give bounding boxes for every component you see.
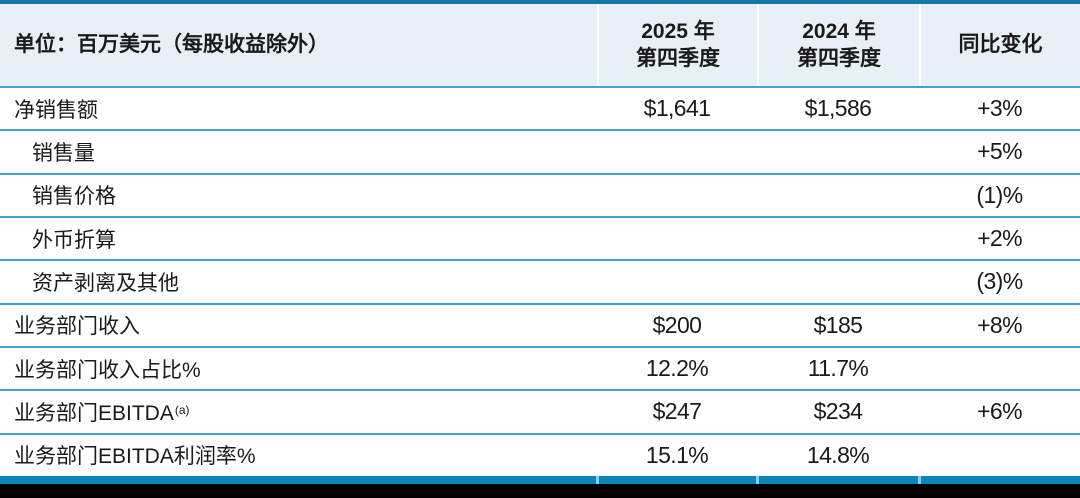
bottom-bar-divider bbox=[596, 476, 599, 484]
cell-q4-2025: 12.2% bbox=[645, 355, 709, 382]
cell-q4-2024 bbox=[757, 261, 919, 302]
table-row: 业务部门收入占比% 12.2% 11.7% bbox=[0, 348, 1080, 392]
cell-yoy-change: +3% bbox=[977, 95, 1022, 122]
cell-q4-2025: 15.1% bbox=[645, 441, 709, 468]
table-row: 业务部门EBITDA利润率% 15.1% 14.8% bbox=[0, 435, 1080, 476]
cell-q4-2024 bbox=[757, 175, 919, 216]
cell-yoy-change: +2% bbox=[977, 225, 1022, 252]
cell-q4-2025 bbox=[597, 218, 757, 259]
cell-yoy-change: +8% bbox=[977, 311, 1022, 338]
cell-q4-2024: $234 bbox=[813, 398, 863, 425]
row-label: 业务部门EBITDA利润率% bbox=[14, 445, 256, 469]
row-label: 销售价格 bbox=[32, 185, 116, 209]
row-label: 资产剥离及其他 bbox=[32, 271, 179, 295]
table-row: 外币折算 +2% bbox=[0, 218, 1080, 262]
cell-yoy-change bbox=[919, 348, 1080, 389]
column-header-q4-2025: 2025 年 第四季度 bbox=[597, 4, 757, 86]
column-header-yoy-change: 同比变化 bbox=[919, 4, 1080, 86]
cell-q4-2025: $1,641 bbox=[643, 95, 711, 122]
cell-q4-2024: $1,586 bbox=[804, 95, 872, 122]
cell-q4-2025 bbox=[597, 131, 757, 172]
cell-yoy-change bbox=[919, 435, 1080, 476]
footnote-marker: (a) bbox=[174, 402, 190, 417]
row-label: 净销售额 bbox=[14, 98, 98, 122]
table-header-row: 单位：百万美元（每股收益除外） 2025 年 第四季度 2024 年 第四季度 … bbox=[0, 4, 1080, 88]
cell-yoy-change: +6% bbox=[977, 398, 1022, 425]
cell-q4-2025: $247 bbox=[652, 398, 702, 425]
cell-yoy-change: (3)% bbox=[976, 268, 1023, 295]
row-label: 业务部门收入占比% bbox=[14, 358, 201, 382]
row-label: 业务部门EBITDA (a) bbox=[14, 401, 190, 425]
cell-q4-2025 bbox=[597, 175, 757, 216]
row-label: 业务部门收入 bbox=[14, 315, 140, 339]
table-top-border bbox=[0, 0, 1080, 4]
table-bottom-bar bbox=[0, 476, 1080, 484]
row-label: 外币折算 bbox=[32, 228, 116, 252]
cell-q4-2024: $185 bbox=[813, 311, 863, 338]
table-row: 资产剥离及其他 (3)% bbox=[0, 261, 1080, 305]
column-header-line: 第四季度 bbox=[636, 47, 720, 70]
column-header-line: 2025 年 bbox=[641, 19, 715, 43]
bottom-bar-divider bbox=[918, 476, 921, 484]
footer-black-strip bbox=[0, 484, 1080, 498]
table-row: 销售价格 (1)% bbox=[0, 175, 1080, 218]
cell-q4-2024 bbox=[757, 131, 919, 172]
column-header-line: 第四季度 bbox=[797, 47, 881, 70]
column-header-line: 2024 年 bbox=[802, 19, 876, 43]
cell-q4-2025 bbox=[597, 261, 757, 302]
table-row: 销售量 +5% bbox=[0, 131, 1080, 175]
row-label: 销售量 bbox=[32, 141, 95, 165]
cell-q4-2024 bbox=[757, 218, 919, 259]
unit-label: 单位：百万美元（每股收益除外） bbox=[14, 33, 329, 57]
cell-q4-2025: $200 bbox=[652, 311, 702, 338]
cell-yoy-change: (1)% bbox=[976, 181, 1023, 208]
table-row: 业务部门收入 $200 $185 +8% bbox=[0, 305, 1080, 348]
bottom-bar-divider bbox=[756, 476, 759, 484]
table-row: 净销售额 $1,641 $1,586 +3% bbox=[0, 88, 1080, 132]
table-row: 业务部门EBITDA (a) $247 $234 +6% bbox=[0, 391, 1080, 435]
cell-yoy-change: +5% bbox=[977, 138, 1022, 165]
cell-q4-2024: 14.8% bbox=[806, 441, 870, 468]
column-header-line: 同比变化 bbox=[958, 33, 1043, 57]
cell-q4-2024: 11.7% bbox=[807, 355, 869, 382]
column-header-q4-2024: 2024 年 第四季度 bbox=[757, 4, 919, 86]
table-body: 净销售额 $1,641 $1,586 +3% 销售量 +5% 销售价格 (1)% 外币折算 +2%… bbox=[0, 88, 1080, 476]
